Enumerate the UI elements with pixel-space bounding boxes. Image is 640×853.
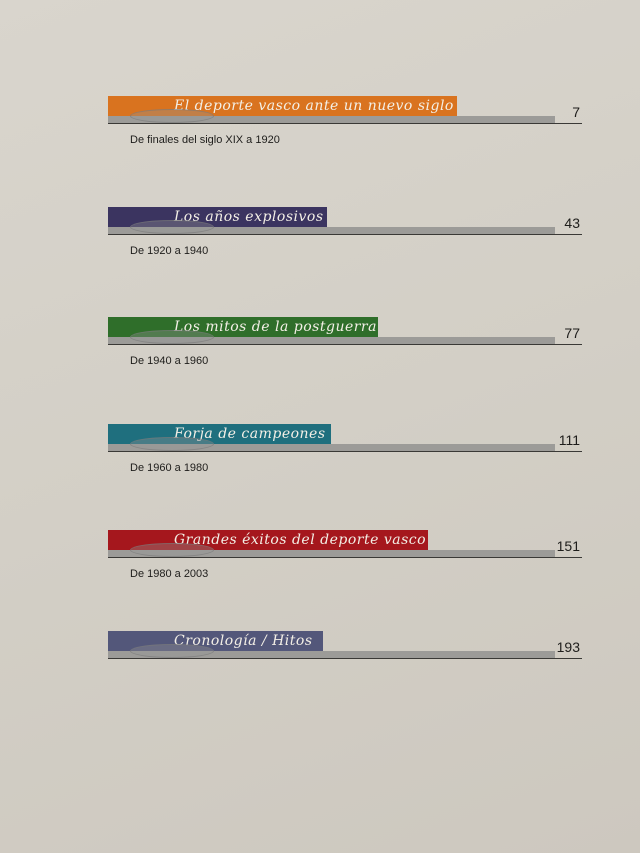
chapter-title: Cronología / Hitos	[174, 633, 313, 649]
gray-bar	[108, 651, 555, 658]
divider	[108, 234, 582, 235]
divider	[108, 658, 582, 659]
page-number: 193	[556, 639, 580, 655]
page-number: 77	[564, 325, 580, 341]
ornament-icon	[130, 109, 214, 123]
toc-entry[interactable]: Los años explosivos 43 De 1920 a 1940	[108, 207, 582, 267]
ornament-icon	[130, 220, 214, 234]
chapter-subtitle: De 1980 a 2003	[130, 568, 209, 580]
chapter-title: Los años explosivos	[174, 209, 324, 225]
ornament-icon	[130, 644, 214, 658]
chapter-subtitle: De 1940 a 1960	[130, 355, 209, 367]
chapter-title: El deporte vasco ante un nuevo siglo	[174, 98, 454, 114]
toc-entry[interactable]: Cronología / Hitos 193	[108, 631, 582, 691]
ornament-icon	[130, 330, 214, 344]
ornament-icon	[130, 543, 214, 557]
divider	[108, 344, 582, 345]
gray-bar	[108, 116, 555, 123]
toc-entry[interactable]: Grandes éxitos del deporte vasco 151 De …	[108, 530, 582, 590]
toc-entry[interactable]: El deporte vasco ante un nuevo siglo 7 D…	[108, 96, 582, 156]
chapter-subtitle: De 1960 a 1980	[130, 462, 209, 474]
gray-bar	[108, 444, 555, 451]
gray-bar	[108, 550, 555, 557]
chapter-title: Forja de campeones	[174, 426, 326, 442]
chapter-title: Grandes éxitos del deporte vasco	[174, 532, 427, 548]
chapter-subtitle: De finales del siglo XIX a 1920	[130, 134, 280, 146]
gray-bar	[108, 227, 555, 234]
page-number: 151	[556, 538, 580, 554]
divider	[108, 123, 582, 124]
divider	[108, 557, 582, 558]
toc-entry[interactable]: Los mitos de la postguerra 77 De 1940 a …	[108, 317, 582, 377]
chapter-subtitle: De 1920 a 1940	[130, 245, 209, 257]
page-number: 43	[564, 215, 580, 231]
toc-entry[interactable]: Forja de campeones 111 De 1960 a 1980	[108, 424, 582, 484]
ornament-icon	[130, 437, 214, 451]
page-number: 7	[572, 104, 580, 120]
page-number: 111	[558, 432, 580, 448]
gray-bar	[108, 337, 555, 344]
chapter-title: Los mitos de la postguerra	[174, 319, 377, 335]
divider	[108, 451, 582, 452]
